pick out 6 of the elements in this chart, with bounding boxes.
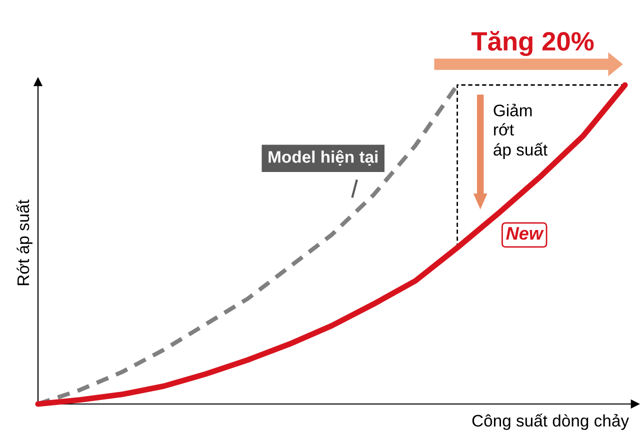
text: Tăng 20% [471,31,594,56]
series-label: Model hiện tại [268,150,378,166]
y-axis-title: Rớt áp suất [16,200,32,286]
series-label: New [506,227,544,240]
annotation: Giảm rớt áp suất [494,104,548,159]
x-axis-title: Công suất dòng chảy [472,414,630,430]
